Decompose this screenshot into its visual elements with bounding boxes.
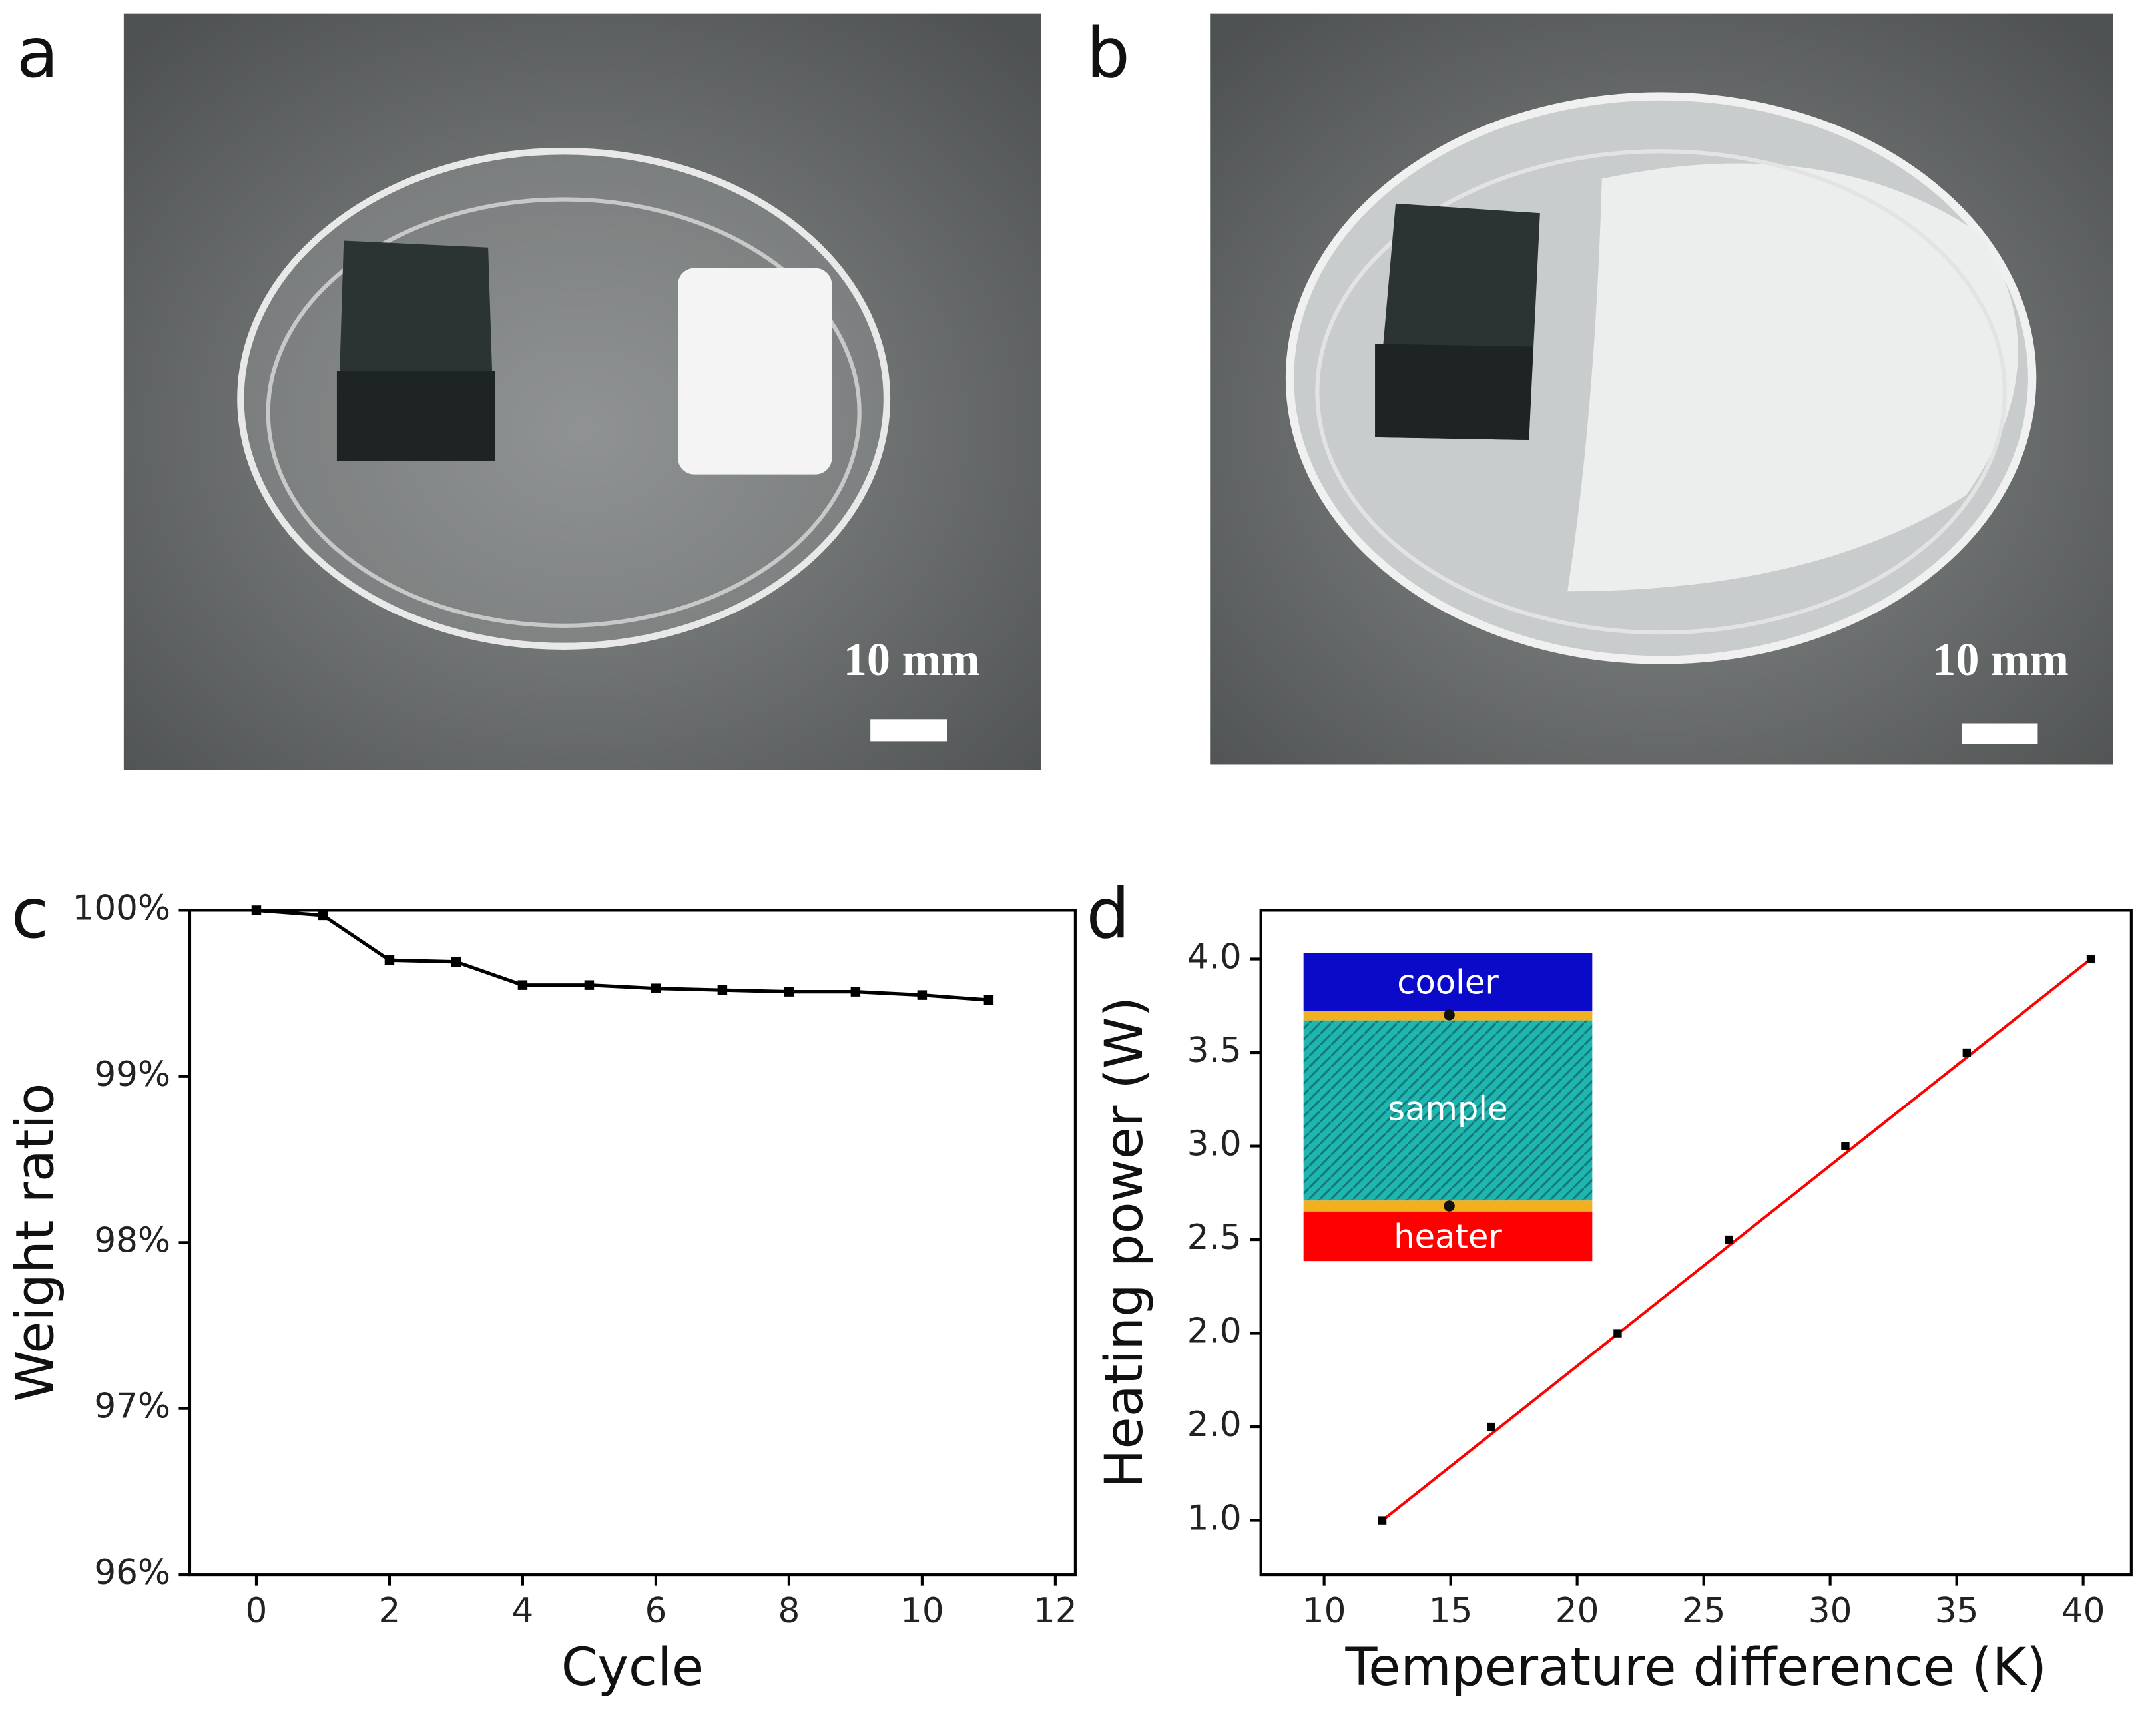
data-point [1613, 1329, 1622, 1338]
x-tick-label: 40 [2061, 1591, 2105, 1631]
data-point [1725, 1235, 1733, 1244]
data-point [850, 987, 861, 997]
y-tick-label: 4.0 [1187, 937, 1242, 977]
x-axis-label: Cycle [561, 1636, 704, 1698]
x-tick-label: 25 [1682, 1591, 1726, 1631]
scale-bar [1962, 723, 2038, 744]
panel-label: d [1086, 874, 1130, 954]
data-point [983, 995, 994, 1005]
data-point [318, 910, 328, 921]
y-tick-label: 3.5 [1187, 1031, 1242, 1071]
x-tick-label: 30 [1808, 1591, 1852, 1631]
data-point [517, 980, 528, 990]
x-tick-label: 0 [246, 1591, 268, 1631]
inset-label: heater [1394, 1218, 1502, 1256]
data-point [1962, 1048, 1972, 1057]
fit-line [1381, 957, 2092, 1522]
scale-label: 10 mm [844, 634, 980, 686]
x-axis-label: Temperature difference (K) [1345, 1636, 2047, 1698]
y-axis-label: Heating power (W) [1093, 997, 1155, 1489]
x-tick-label: 20 [1555, 1591, 1599, 1631]
data-point [1487, 1422, 1495, 1431]
data-point [251, 905, 262, 915]
inset-label: cooler [1397, 963, 1499, 1001]
data-line [256, 908, 989, 1002]
data-point [917, 990, 928, 1000]
x-tick-label: 15 [1429, 1591, 1473, 1631]
data-point [584, 980, 595, 990]
inset [1303, 953, 1593, 1262]
data-point [1378, 1516, 1387, 1525]
inset-label: sample [1388, 1090, 1507, 1128]
x-tick-label: 6 [645, 1591, 667, 1631]
x-tick-label: 10 [1302, 1591, 1346, 1631]
data-point [384, 955, 395, 965]
scale-bar [870, 719, 947, 742]
y-axis-label: Weight ratio [4, 1083, 65, 1402]
panel-label: b [1086, 13, 1130, 93]
y-tick-label: 3.0 [1187, 1124, 1242, 1164]
photo-a [123, 13, 1041, 770]
data-point [784, 987, 794, 997]
plot-frame [188, 909, 1077, 1577]
y-tick-label: 2.5 [1187, 1218, 1242, 1258]
data-point [651, 983, 661, 993]
y-tick-label: 2.0 [1187, 1405, 1242, 1445]
data-point [2086, 955, 2095, 963]
x-tick-label: 12 [1033, 1591, 1077, 1631]
data-point [717, 985, 728, 995]
data-point [1841, 1142, 1850, 1150]
y-tick-label: 97% [94, 1387, 170, 1427]
panel-label: c [11, 874, 49, 954]
y-tick-label: 2.0 [1187, 1312, 1242, 1351]
x-tick-label: 8 [778, 1591, 800, 1631]
y-tick-label: 96% [94, 1553, 170, 1593]
plot-frame [1259, 909, 2133, 1577]
photo-b [1210, 13, 2113, 765]
x-tick-label: 35 [1935, 1591, 1979, 1631]
scale-label: 10 mm [1932, 634, 2069, 686]
x-tick-label: 2 [379, 1591, 401, 1631]
x-tick-label: 4 [512, 1591, 534, 1631]
data-point [451, 957, 461, 967]
y-tick-label: 100% [72, 888, 170, 928]
y-tick-label: 99% [94, 1055, 170, 1095]
panel-label: a [17, 13, 59, 93]
y-tick-label: 98% [94, 1220, 170, 1260]
x-tick-label: 10 [900, 1591, 944, 1631]
y-tick-label: 1.0 [1187, 1499, 1242, 1539]
